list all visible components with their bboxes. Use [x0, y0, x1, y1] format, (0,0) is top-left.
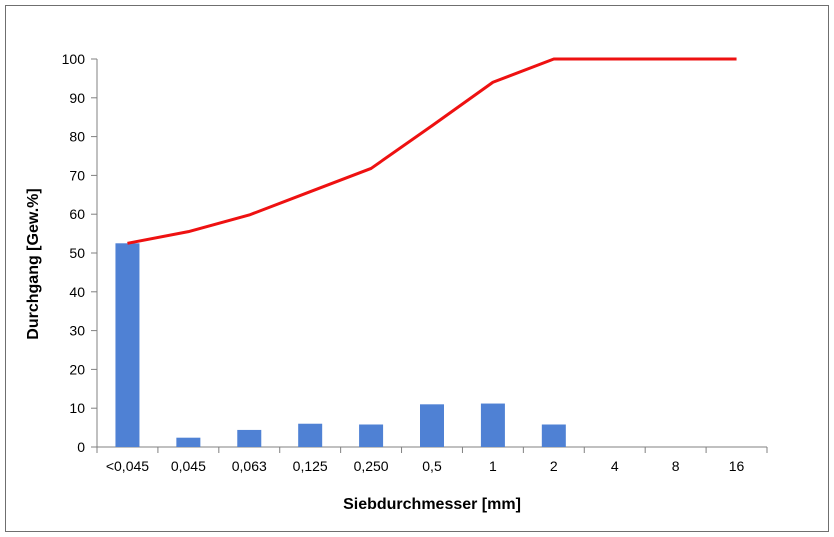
y-tick-label: 70: [69, 167, 85, 183]
bar: [298, 423, 323, 447]
x-tick-label: 16: [729, 458, 745, 474]
y-tick-label: 100: [62, 51, 86, 67]
bar: [420, 404, 444, 447]
bar: [541, 424, 566, 447]
y-axis: 0 10 20 30 40 50 60 70 80 90 100: [62, 51, 98, 455]
x-axis-title: Siebdurchmesser [mm]: [343, 496, 521, 513]
y-tick-label: 50: [69, 245, 85, 261]
x-tick-label: <0,045: [106, 458, 149, 474]
bar: [480, 403, 505, 447]
y-tick-label: 20: [69, 361, 85, 377]
y-axis-title: Durchgang [Gew.%]: [25, 188, 42, 339]
x-tick-label: 2: [550, 458, 558, 474]
bar: [237, 429, 262, 447]
bar-series: [115, 243, 566, 447]
x-tick-label: 0,063: [232, 458, 267, 474]
x-tick-label: 1: [489, 458, 497, 474]
x-tick-label: 0,250: [354, 458, 389, 474]
y-tick-label: 60: [69, 206, 85, 222]
x-axis: <0,045 0,045 0,063 0,125 0,250 0,5 1 2 4 8 16: [96, 446, 768, 474]
y-tick-label: 80: [69, 129, 85, 145]
x-tick-label: 0,5: [422, 458, 442, 474]
bar: [115, 243, 140, 447]
y-tick-label: 90: [69, 90, 85, 106]
line-series: [127, 57, 737, 245]
bar: [359, 424, 384, 447]
bar: [176, 437, 201, 447]
y-tick-label: 0: [77, 439, 85, 455]
chart-frame: [5, 5, 829, 532]
x-tick-label: 0,045: [171, 458, 206, 474]
x-tick-label: 8: [672, 458, 680, 474]
y-tick-label: 40: [69, 284, 85, 300]
y-tick-label: 30: [69, 323, 85, 339]
x-tick-label: 4: [611, 458, 619, 474]
x-tick-label: 0,125: [293, 458, 328, 474]
line-path: [127, 57, 737, 245]
y-tick-label: 10: [69, 400, 85, 416]
